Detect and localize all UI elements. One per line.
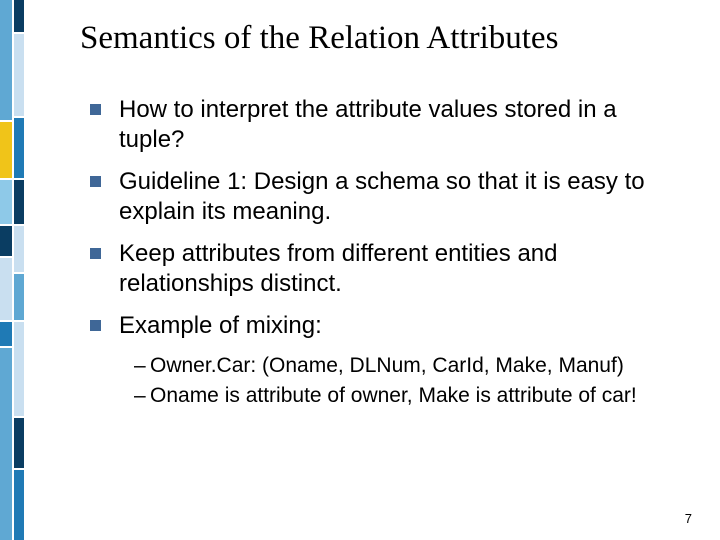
slide-body: How to interpret the attribute values st… [90,95,650,414]
dash-bullet-icon: – [134,353,150,379]
bullet-text: How to interpret the attribute values st… [119,95,650,155]
square-bullet-icon [90,104,101,115]
slide: Semantics of the Relation Attributes How… [0,0,720,540]
bullet-text: Example of mixing: [119,311,650,341]
square-bullet-icon [90,320,101,331]
sub-bullet-item: – Owner.Car: (Oname, DLNum, CarId, Make,… [134,353,650,379]
bullet-item: Guideline 1: Design a schema so that it … [90,167,650,227]
slide-title: Semantics of the Relation Attributes [80,20,660,56]
bullet-item: Keep attributes from different entities … [90,239,650,299]
square-bullet-icon [90,248,101,259]
bullet-text: Guideline 1: Design a schema so that it … [119,167,650,227]
dash-bullet-icon: – [134,383,150,409]
sub-bullet-text: Owner.Car: (Oname, DLNum, CarId, Make, M… [150,353,650,379]
left-decoration-svg [0,0,34,540]
sub-bullet-item: – Oname is attribute of owner, Make is a… [134,383,650,409]
bullet-item: How to interpret the attribute values st… [90,95,650,155]
page-number: 7 [685,511,692,526]
bullet-item: Example of mixing: [90,311,650,341]
left-decoration [0,0,34,540]
sub-bullet-text: Oname is attribute of owner, Make is att… [150,383,650,409]
square-bullet-icon [90,176,101,187]
bullet-text: Keep attributes from different entities … [119,239,650,299]
sub-bullet-list: – Owner.Car: (Oname, DLNum, CarId, Make,… [134,353,650,410]
